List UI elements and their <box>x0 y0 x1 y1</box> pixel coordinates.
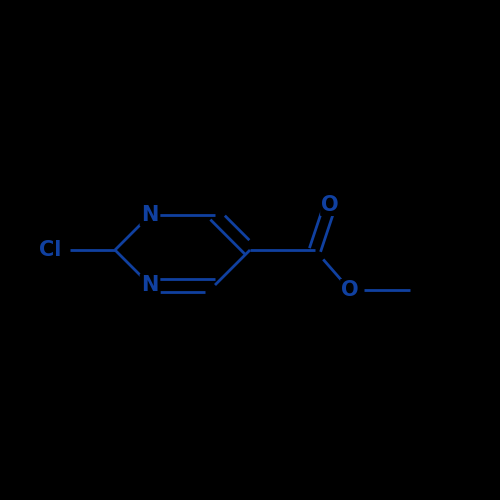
Text: O: O <box>321 195 339 215</box>
Text: Cl: Cl <box>39 240 61 260</box>
Text: N: N <box>142 205 158 225</box>
Text: N: N <box>142 275 158 295</box>
Text: O: O <box>341 280 359 300</box>
